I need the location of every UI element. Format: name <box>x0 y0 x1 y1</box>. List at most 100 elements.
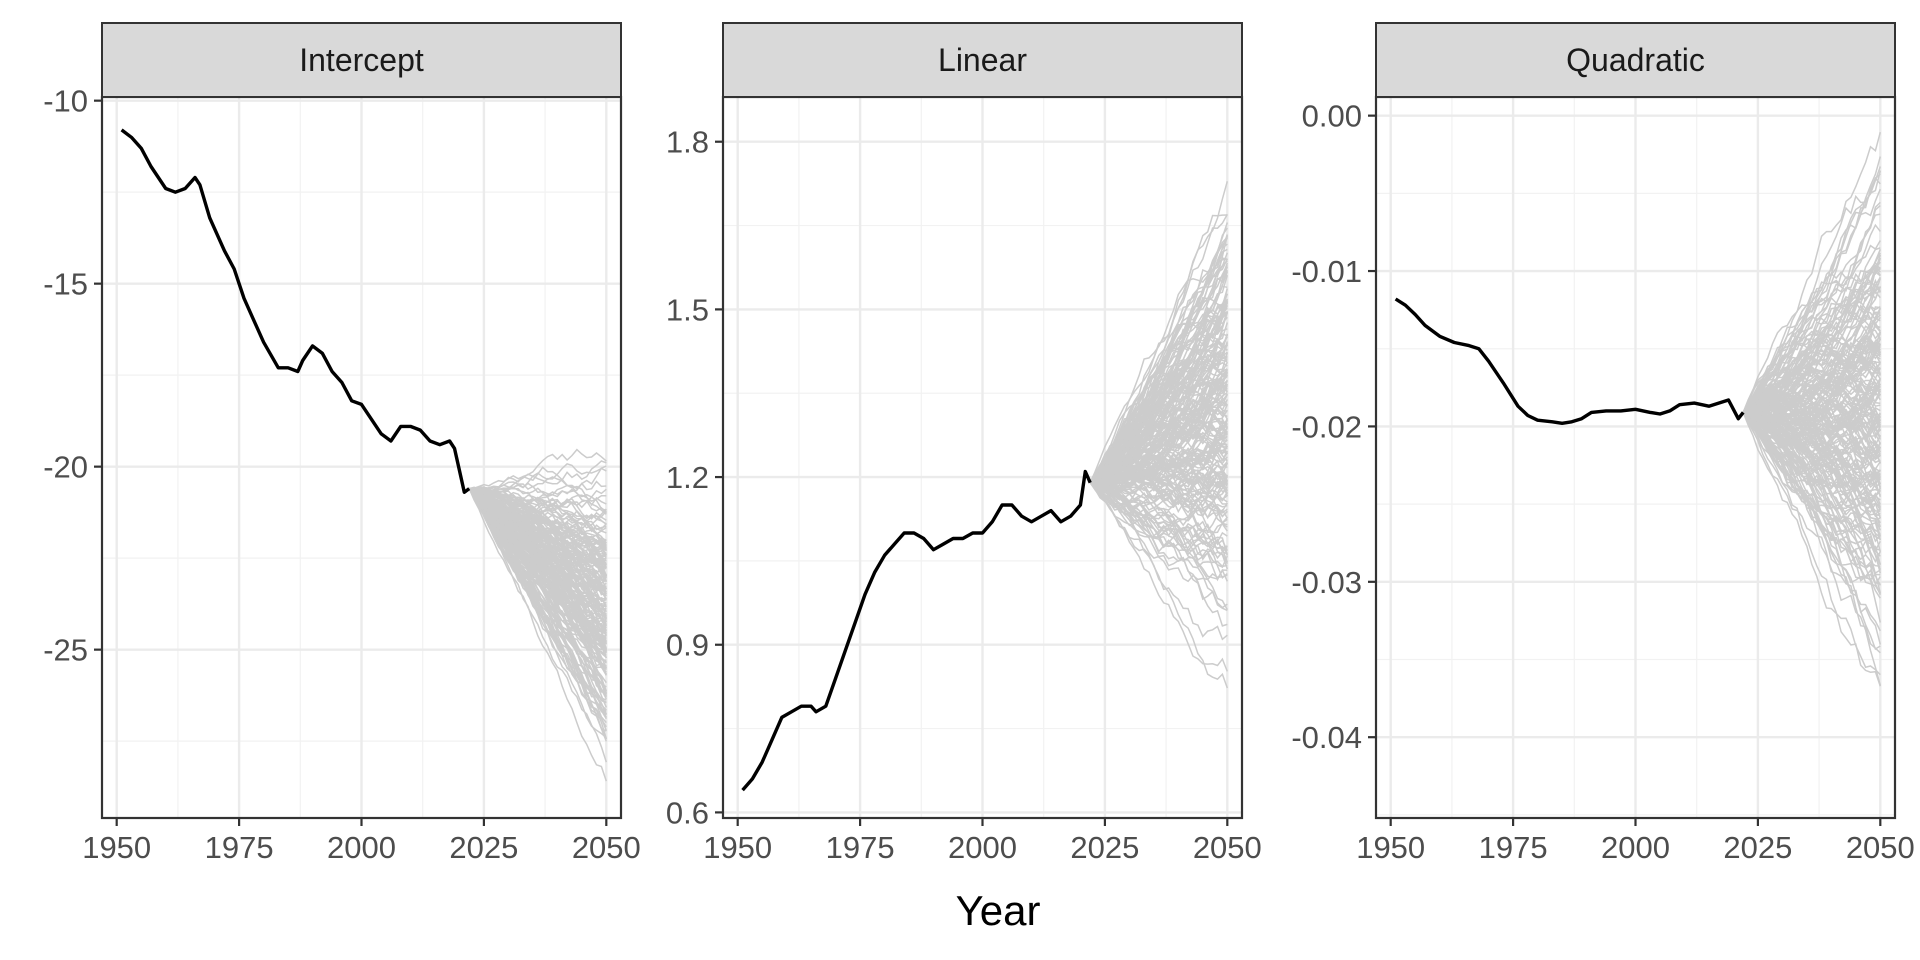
simulation-line <box>1742 412 1882 687</box>
simulation-line <box>1742 261 1881 413</box>
panel-intercept: Intercept 1950 1975 2000 2025 2050 -10 -15 -20 -2… <box>43 22 641 865</box>
simulation-line <box>1742 410 1881 502</box>
x-tick-label: 1950 <box>82 830 151 865</box>
simulation-line <box>468 488 607 619</box>
simulation-line <box>1742 261 1881 413</box>
simulation-line <box>468 487 607 529</box>
x-tick-label: 2050 <box>1193 830 1262 865</box>
simulation-line <box>1090 415 1228 484</box>
simulation-line <box>1089 421 1228 484</box>
simulation-line <box>468 487 607 512</box>
panel-linear: Linear 1950 1975 2000 2025 2050 0.6 0.9 1.2 1.5 1.… <box>666 22 1262 865</box>
simulation-line <box>1089 311 1228 484</box>
simulation-line <box>1742 411 1881 457</box>
observed-line <box>741 469 1092 792</box>
simulation-line <box>1090 473 1228 511</box>
x-tick-label: 1950 <box>1356 830 1425 865</box>
simulation-line <box>1742 308 1881 414</box>
simulation-line <box>468 488 608 782</box>
simulation-line <box>1742 411 1881 484</box>
x-tick-label: 2050 <box>1846 830 1915 865</box>
simulation-line <box>469 448 607 492</box>
facet-label: Intercept <box>299 42 424 78</box>
simulation-line <box>1742 411 1881 509</box>
simulation-line <box>1742 411 1882 489</box>
x-tick-label: 2050 <box>572 830 641 865</box>
x-tick-label: 2000 <box>1601 830 1670 865</box>
facet-strip <box>101 22 622 98</box>
y-tick-label: -10 <box>43 84 88 119</box>
simulation-line <box>1742 411 1882 537</box>
y-tick-label: -20 <box>43 450 88 485</box>
simulation-lines <box>1742 132 1882 687</box>
facet-strip <box>1375 22 1896 98</box>
simulation-line <box>1742 173 1881 413</box>
simulation-line <box>1742 399 1881 441</box>
x-tick-label: 2000 <box>327 830 396 865</box>
simulation-line <box>1089 482 1229 570</box>
simulation-line <box>1742 411 1881 586</box>
x-axis-title: Year <box>956 887 1041 934</box>
simulation-line <box>468 487 607 601</box>
simulation-line <box>468 488 607 716</box>
simulation-line <box>1089 482 1229 563</box>
simulation-line <box>1089 181 1229 484</box>
simulation-line <box>1089 480 1228 528</box>
y-tick-label: -0.01 <box>1291 254 1362 289</box>
y-tick-label: -25 <box>43 633 88 668</box>
simulation-line <box>468 488 607 616</box>
simulation-line <box>1742 286 1881 413</box>
y-tick-label: 0.00 <box>1302 99 1362 134</box>
simulation-line <box>1742 412 1882 645</box>
x-tick-label: 1975 <box>1479 830 1548 865</box>
facet-label: Linear <box>938 42 1027 78</box>
simulation-line <box>468 487 607 590</box>
simulation-line <box>1089 257 1228 484</box>
y-tick-label: 0.9 <box>666 628 709 663</box>
x-tick-label: 2000 <box>948 830 1017 865</box>
facet-strip <box>722 22 1243 98</box>
y-tick-label: 0.6 <box>666 795 709 830</box>
simulation-line <box>468 488 607 701</box>
y-tick-label: 1.2 <box>666 460 709 495</box>
observed-line <box>1394 297 1745 425</box>
simulation-line <box>1089 269 1228 484</box>
simulation-line <box>468 487 607 567</box>
simulation-lines <box>468 448 608 782</box>
x-tick-label: 1975 <box>205 830 274 865</box>
simulation-line <box>1742 257 1882 413</box>
simulation-line <box>1089 454 1228 492</box>
x-tick-label: 2025 <box>449 830 518 865</box>
simulation-line <box>1742 411 1881 569</box>
simulation-line <box>1089 374 1228 484</box>
simulation-line <box>468 487 607 514</box>
y-tick-label: -0.03 <box>1291 565 1362 600</box>
simulation-line <box>1089 482 1228 612</box>
panel-quadratic: Quadratic 1950 1975 2000 2025 2050 0.00 -0.01 -0… <box>1291 22 1915 865</box>
simulation-line <box>1743 384 1881 428</box>
y-tick-label: -15 <box>43 267 88 302</box>
simulation-line <box>1089 351 1228 484</box>
simulation-line <box>468 488 607 590</box>
x-tick-label: 1975 <box>826 830 895 865</box>
simulation-line <box>469 473 607 507</box>
x-tick-label: 2025 <box>1070 830 1139 865</box>
y-tick-label: 1.5 <box>666 292 709 327</box>
simulation-line <box>1742 132 1882 413</box>
y-tick-label: -0.02 <box>1291 409 1362 444</box>
simulation-line <box>1742 307 1881 414</box>
simulation-line <box>468 488 607 664</box>
x-tick-label: 1950 <box>703 830 772 865</box>
simulation-line <box>1089 482 1228 565</box>
facet-label: Quadratic <box>1566 42 1705 78</box>
observed-line <box>120 128 471 494</box>
simulation-line <box>469 487 607 514</box>
simulation-lines <box>1089 181 1229 689</box>
simulation-line <box>1742 342 1881 414</box>
simulation-line <box>1089 482 1228 641</box>
chart-panels: Intercept 1950 1975 2000 2025 2050 -10 -15 -20 -2… <box>43 22 1915 865</box>
simulation-line <box>1090 474 1228 505</box>
simulation-line <box>468 488 607 653</box>
simulation-line <box>1089 450 1228 484</box>
